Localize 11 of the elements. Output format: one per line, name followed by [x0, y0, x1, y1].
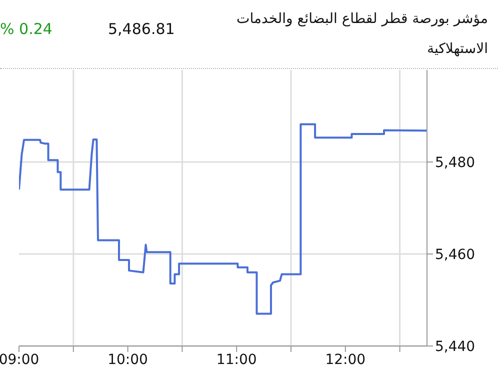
text: % 0.24: [0, 20, 52, 38]
line-series: [19, 123, 427, 315]
x-tick-label: 10:00: [108, 352, 148, 368]
y-tick-label: 5,440: [435, 338, 476, 355]
chart-title: مؤشر بورصة قطر لقطاع البضائع والخدمات الاستهلاكية: [236, 10, 488, 59]
text: 5,486.81: [108, 20, 175, 38]
y-tick-label: 5,480: [435, 154, 476, 171]
y-tick-label: 5,460: [435, 246, 476, 263]
x-tick-label: 11:00: [216, 352, 257, 368]
x-tick-label: 09:00: [0, 352, 40, 368]
x-tick-label: 12:00: [325, 352, 366, 368]
